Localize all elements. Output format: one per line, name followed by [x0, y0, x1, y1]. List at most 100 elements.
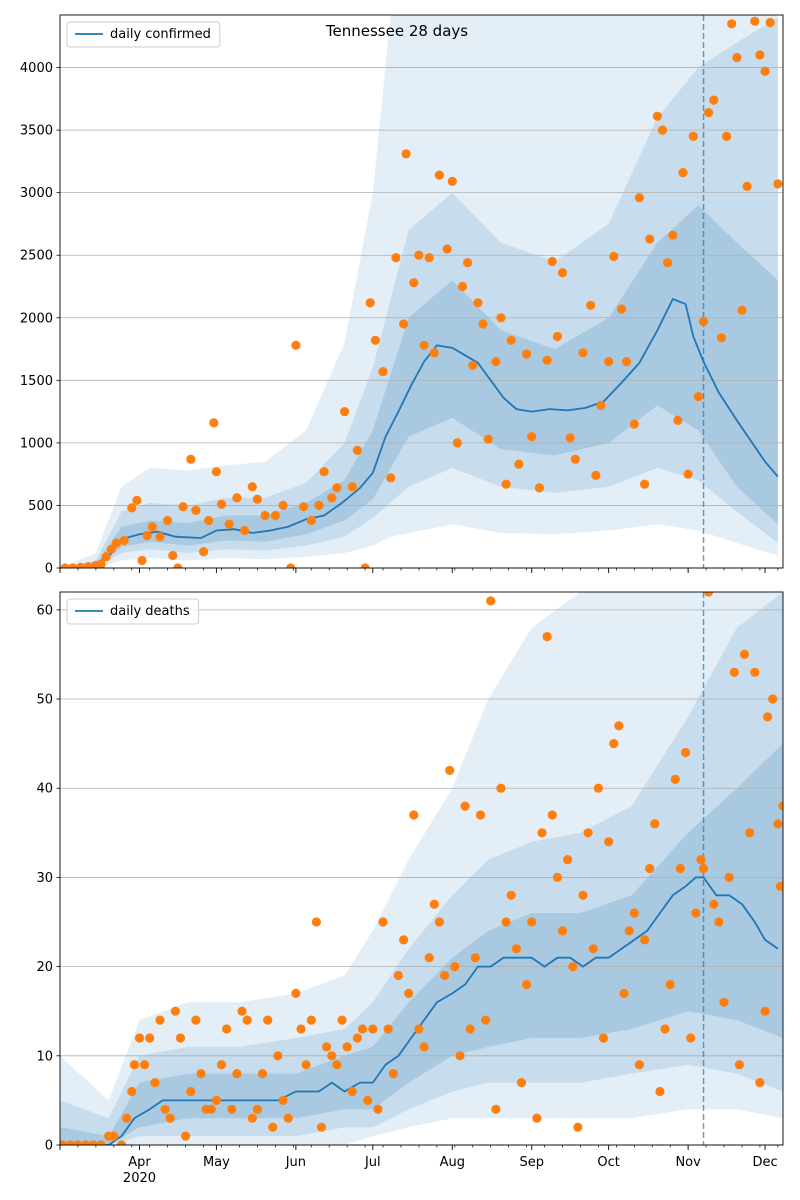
y-tick-label: 1000: [20, 436, 53, 451]
data-point: [778, 801, 783, 811]
x-tick-label: May: [203, 1155, 230, 1170]
data-point: [586, 300, 596, 310]
y-tick-label: 10: [36, 1049, 53, 1064]
data-point: [170, 1006, 180, 1016]
data-point: [463, 258, 473, 268]
data-point: [106, 544, 116, 554]
y-tick-label: 0: [45, 562, 53, 577]
data-point: [204, 515, 214, 526]
data-point: [773, 179, 783, 189]
data-point: [429, 899, 439, 909]
data-point: [65, 1140, 75, 1145]
data-point: [673, 415, 683, 425]
data-point: [109, 1131, 119, 1141]
data-point: [734, 1060, 745, 1070]
confirmed-panel: 0 500 1000 1500 2000 2500 3000 3500 4000 Tenness…: [20, 14, 784, 577]
data-point: [622, 357, 632, 367]
data-point: [473, 298, 483, 308]
data-point: [291, 988, 301, 999]
data-point: [693, 392, 704, 402]
data-point: [378, 367, 388, 377]
data-point: [775, 881, 783, 891]
data-point: [624, 926, 634, 936]
confirmed-legend-box: [66, 21, 221, 48]
data-point: [127, 1086, 137, 1097]
data-point: [452, 438, 462, 448]
data-point: [386, 473, 396, 483]
data-point: [409, 278, 419, 288]
data-point: [506, 890, 516, 900]
data-point: [383, 1024, 393, 1034]
x-year-label: 2020: [123, 1171, 156, 1186]
deaths-line: [60, 876, 779, 1145]
confirmed-chart-title: Tennessee 28 days: [325, 22, 468, 40]
x-tick-label: Jul: [364, 1155, 381, 1170]
y-tick-label: 2000: [20, 311, 53, 326]
data-point: [750, 667, 760, 677]
y-tick-label: 3500: [20, 124, 53, 139]
x-tick-label: Jun: [285, 1155, 306, 1170]
data-point: [475, 810, 486, 820]
data-point: [542, 355, 552, 365]
y-tick-label: 3000: [20, 186, 53, 201]
deaths-legend: daily deaths: [66, 598, 200, 625]
deaths-panel: 0 10 20 30 40 50 60 Apr May Jun Jul Aug Sep Oct Nov De…: [36, 591, 784, 1186]
data-point: [698, 863, 709, 874]
data-point: [178, 502, 188, 512]
data-point: [768, 694, 778, 704]
data-point: [145, 1033, 155, 1043]
data-point: [704, 108, 714, 118]
data-point: [598, 1033, 609, 1043]
data-point: [306, 515, 316, 526]
data-point: [370, 335, 380, 345]
data-point: [132, 495, 142, 505]
data-point: [609, 251, 619, 262]
data-point: [360, 563, 370, 568]
confirmed-line: [60, 297, 779, 568]
data-point: [352, 445, 362, 455]
data-point: [101, 552, 111, 562]
data-point: [604, 357, 614, 367]
data-point: [88, 1140, 98, 1145]
confirmed-axes-frame: [59, 14, 784, 569]
data-point: [552, 331, 563, 342]
data-point: [227, 1104, 237, 1114]
data-point: [378, 917, 388, 927]
data-point: [640, 479, 650, 489]
data-point: [401, 149, 411, 159]
data-point: [547, 810, 557, 820]
data-point: [388, 1069, 398, 1079]
data-point: [457, 281, 468, 292]
data-point: [247, 482, 257, 492]
data-point: [186, 1086, 196, 1097]
data-point: [368, 1024, 378, 1034]
y-tick-label: 1500: [20, 374, 53, 389]
data-point: [283, 1113, 293, 1123]
data-point: [604, 837, 614, 847]
confirmed-legend-label: daily confirmed: [110, 27, 211, 42]
x-tick-label: Apr: [128, 1155, 151, 1170]
data-point: [665, 979, 675, 990]
data-point: [301, 1060, 311, 1070]
data-point: [140, 1060, 150, 1070]
confirmed-uncertainty-bands: [60, 15, 778, 568]
data-point: [186, 454, 196, 464]
data-point: [442, 244, 452, 254]
data-point: [306, 1015, 316, 1025]
deaths-axes-frame: [59, 591, 784, 1146]
data-point: [332, 483, 342, 493]
data-point: [724, 872, 734, 883]
y-tick-label: 4000: [20, 61, 53, 76]
data-point: [60, 1140, 68, 1145]
data-point: [409, 810, 419, 820]
data-point: [116, 1140, 127, 1145]
deaths-y-ticks: 0 10 20 30 40 50 60: [36, 603, 60, 1154]
x-tick-label: Oct: [597, 1155, 619, 1170]
uncertainty-band-1: [60, 17, 778, 568]
data-point: [542, 632, 552, 642]
data-point: [270, 510, 280, 521]
data-point: [122, 1113, 132, 1123]
data-point: [688, 131, 698, 141]
data-point: [155, 532, 165, 542]
data-point: [414, 1024, 424, 1034]
